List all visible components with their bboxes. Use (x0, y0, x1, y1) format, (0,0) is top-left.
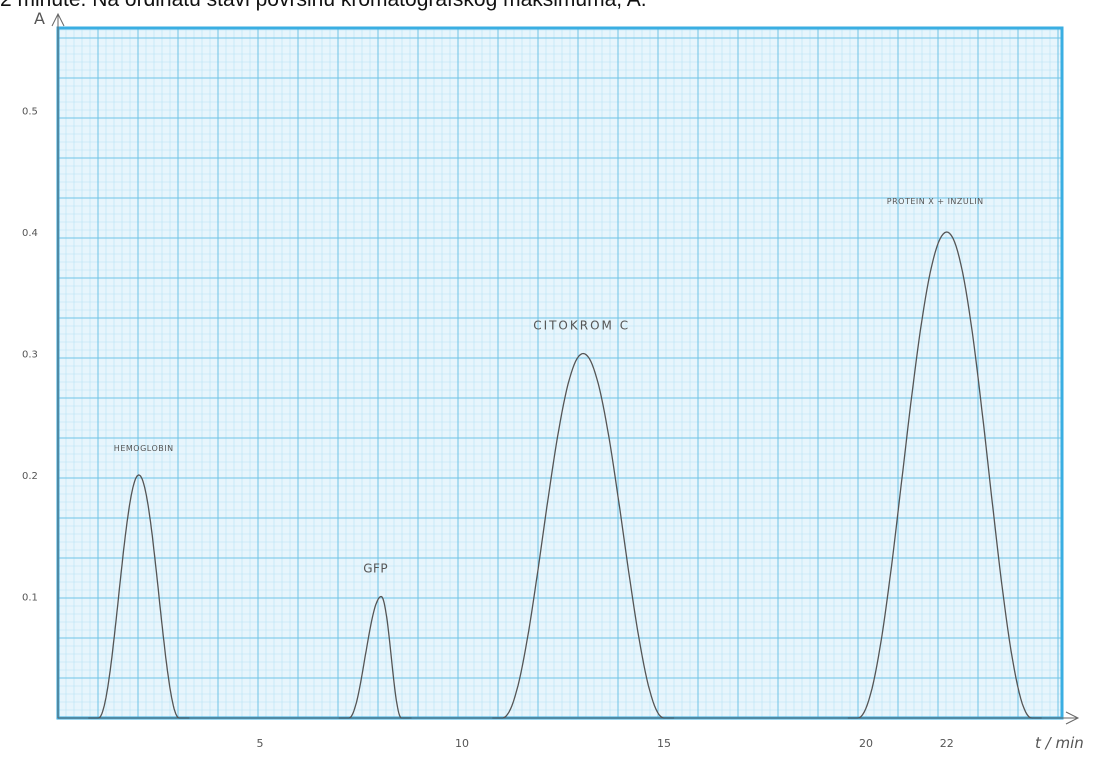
x-tick-label: 20 (859, 737, 873, 750)
x-axis-arrow (1065, 711, 1080, 725)
peak-curve (338, 595, 412, 719)
minor-grid (58, 28, 1062, 718)
y-axis-arrow (51, 12, 65, 27)
peak-label: PROTEIN X + INZULIN (887, 197, 984, 206)
y-axis-label: A (34, 9, 45, 28)
x-tick-label: 15 (657, 737, 671, 750)
peak-curves (88, 231, 1042, 719)
peak-label: CITOKROM C (533, 319, 630, 333)
x-tick-label: 5 (257, 737, 264, 750)
peak-label: HEMOGLOBIN (114, 444, 174, 453)
y-tick-label: 0.2 (22, 471, 38, 482)
y-tick-label: 0.3 (22, 350, 38, 361)
y-tick-label: 0.5 (22, 107, 38, 118)
instruction-text: 2 minute. Na ordinatu stavi površinu kro… (0, 0, 1097, 12)
y-tick-label: 0.1 (22, 593, 38, 604)
axes (51, 12, 1080, 725)
peak-labels: HEMOGLOBIN GFP CITOKROM C PROTEIN X + INZUL… (114, 197, 984, 576)
y-tick-labels: 0.1 0.2 0.3 0.4 0.5 (22, 107, 38, 604)
peak-curve (847, 231, 1042, 719)
x-axis-label: t / min (1035, 734, 1084, 752)
graph-paper (58, 28, 1062, 718)
peak-label: GFP (363, 562, 388, 576)
x-tick-label: 22 (940, 737, 954, 750)
x-tick-label: 10 (455, 737, 469, 750)
peak-curve (88, 474, 190, 719)
peak-curve (492, 352, 675, 719)
y-tick-label: 0.4 (22, 228, 38, 239)
x-tick-labels: 5 10 15 20 22 (257, 737, 954, 750)
